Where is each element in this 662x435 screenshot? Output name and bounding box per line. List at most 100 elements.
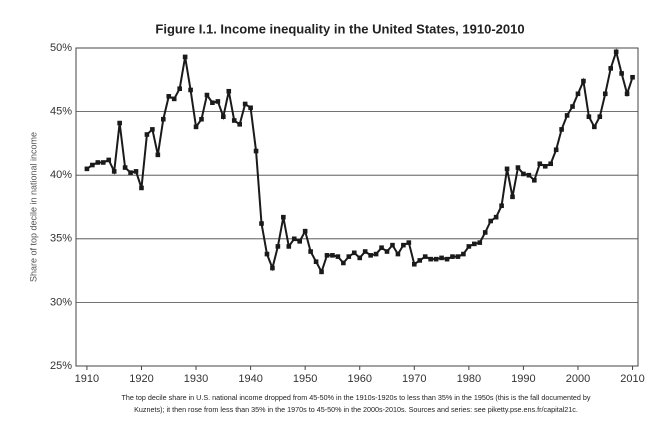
marker [455, 254, 461, 259]
marker [521, 171, 526, 177]
marker [95, 160, 101, 165]
x-tick-label: 1960 [347, 373, 371, 385]
marker [390, 242, 395, 248]
marker [139, 185, 144, 191]
marker [444, 256, 450, 262]
marker [100, 160, 106, 165]
marker [161, 116, 166, 122]
marker [439, 255, 444, 261]
x-tick-label: 2000 [566, 373, 590, 385]
marker [570, 104, 575, 109]
marker [259, 221, 264, 226]
marker [106, 157, 112, 163]
marker [155, 152, 161, 158]
marker [422, 254, 428, 259]
marker [182, 54, 188, 60]
marker [608, 66, 614, 71]
marker [346, 254, 352, 259]
marker [586, 114, 592, 119]
marker [275, 244, 281, 249]
marker [499, 203, 504, 209]
marker [128, 170, 133, 175]
marker [313, 259, 319, 264]
y-tick-label: 50% [50, 42, 72, 54]
marker [231, 118, 237, 123]
marker [111, 169, 117, 174]
marker [193, 124, 199, 130]
marker [542, 163, 548, 169]
x-tick-label: 2010 [620, 373, 644, 385]
marker [613, 49, 619, 55]
marker [466, 244, 472, 249]
x-tick-label: 1940 [238, 373, 262, 385]
marker [624, 91, 630, 97]
marker [401, 242, 406, 248]
marker [226, 88, 232, 94]
marker [166, 94, 172, 99]
marker [297, 239, 303, 244]
marker [482, 230, 488, 235]
marker [122, 165, 128, 170]
caption: The top decile share in U.S. national in… [121, 393, 590, 402]
marker [450, 254, 455, 259]
y-tick-label: 35% [50, 233, 72, 245]
marker [526, 172, 532, 178]
marker [291, 236, 297, 242]
y-tick-label: 40% [50, 169, 72, 181]
marker [237, 122, 242, 127]
marker [428, 256, 433, 262]
marker [472, 241, 477, 247]
marker [581, 78, 586, 84]
marker [150, 127, 155, 132]
marker [559, 127, 564, 132]
marker [242, 101, 248, 107]
marker [488, 218, 493, 224]
marker [330, 253, 335, 258]
marker [144, 132, 150, 137]
marker [335, 254, 341, 259]
marker [90, 162, 95, 168]
marker [281, 214, 286, 220]
x-tick-label: 1950 [293, 373, 317, 385]
marker [630, 74, 635, 80]
marker [493, 214, 499, 220]
marker [286, 244, 292, 249]
marker [548, 161, 553, 167]
marker [553, 147, 559, 153]
y-tick-label: 30% [50, 296, 72, 308]
marker [575, 91, 581, 97]
marker [406, 240, 412, 245]
marker [171, 96, 177, 102]
x-tick-label: 1990 [511, 373, 535, 385]
x-tick-label: 1910 [75, 373, 99, 385]
x-tick-label: 1970 [402, 373, 426, 385]
x-tick-label: 1930 [184, 373, 208, 385]
marker [417, 258, 423, 263]
y-axis-label: Share of top decile in national income [28, 132, 38, 282]
marker [324, 253, 330, 258]
marker [395, 251, 401, 257]
marker [384, 249, 390, 254]
marker [308, 249, 313, 254]
marker [133, 169, 139, 174]
marker [357, 255, 363, 261]
marker [199, 116, 204, 122]
marker [537, 161, 543, 167]
marker [204, 92, 210, 98]
marker [510, 194, 515, 200]
marker [532, 177, 537, 183]
x-tick-label: 1920 [129, 373, 153, 385]
marker [461, 251, 466, 257]
marker [117, 120, 122, 126]
y-tick-label: 45% [50, 106, 72, 118]
marker [264, 251, 270, 257]
marker [248, 105, 253, 111]
marker [602, 91, 608, 97]
marker [253, 148, 259, 154]
marker [433, 256, 439, 262]
marker [373, 251, 379, 257]
marker [351, 250, 357, 256]
plot-frame [75, 47, 639, 367]
marker [411, 261, 417, 267]
